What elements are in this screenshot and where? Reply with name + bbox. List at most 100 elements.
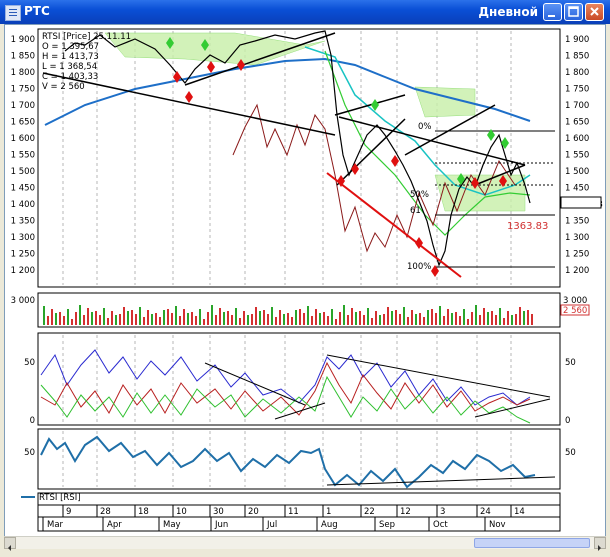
day-label: 1 [326,507,331,517]
volume-axis-value: 2 560 [563,306,587,316]
month-label: May [163,520,181,530]
price-tick-right: 1 900 [565,35,589,45]
osc-axis-0: 0 [30,416,35,426]
ma-cyan-line [304,46,531,196]
month-label: Jul [266,520,277,530]
timeframe-label[interactable]: Дневной [478,5,538,19]
info-symbol: RTSI [Price] 25.11.11 [42,32,131,42]
chart-window-icon[interactable] [5,5,21,21]
price-tick-right: 1 550 [565,151,589,161]
level-label: 1363.83 [507,221,548,232]
scroll-thumb[interactable] [474,538,590,548]
ohlc-info: RTSI [Price] 25.11.11 O = 1 395,67 H = 1… [42,32,131,92]
scroll-right-button[interactable] [594,537,606,551]
day-label: 10 [176,507,187,517]
price-tick-left: 1 650 [11,118,35,128]
month-label: Aug [321,520,338,530]
price-tick-left: 1 600 [11,134,35,144]
info-high: H = 1 413,73 [42,52,99,62]
price-tick-left: 1 300 [11,233,35,243]
window-title: РТС [24,4,50,18]
time-axis [37,492,561,532]
price-tick-right: 1 750 [565,85,589,95]
close-button[interactable] [585,3,604,21]
chart-frame: RTSI [Price] 25.11.11 O = 1 395,67 H = 1… [4,24,606,548]
price-tick-right: 1 200 [565,266,589,276]
osc-red-line [40,361,531,416]
scroll-left-button[interactable] [4,537,16,551]
day-label: 11 [288,507,299,517]
price-tick-right: 1 250 [565,250,589,260]
fib-label-50: 50% [410,190,429,200]
fib-label-100: 100% [407,262,431,272]
price-tick-right: 1 800 [565,68,589,78]
price-tick-left: 1 350 [11,217,35,227]
rsi-line [40,435,536,489]
info-low: L = 1 368,54 [42,62,97,72]
fib-label-0: 0% [418,122,432,132]
osc-green-line [40,375,531,424]
month-label: Apr [107,520,122,530]
price-tick-left: 1 700 [11,101,35,111]
price-tick-right: 1 650 [565,118,589,128]
minimize-icon [548,15,555,17]
signal-markers [166,37,509,277]
maroon-line [232,103,516,253]
arrow-right-icon [598,545,601,551]
price-tick-left: 1 800 [11,68,35,78]
price-tick-right: 1 600 [565,134,589,144]
osc-axis-right-50: 50 [565,358,576,368]
minimize-button[interactable] [543,3,562,21]
info-volume: V = 2 560 [42,82,85,92]
price-tick-left: 1 500 [11,167,35,177]
day-label: 28 [100,507,111,517]
oscillator-panel[interactable] [37,332,561,426]
osc-axis-right-0: 0 [565,416,570,426]
month-label: Mar [47,520,64,530]
month-label: Jun [214,520,228,530]
title-bar: РТС Дневной [0,0,610,24]
trend-lines [42,32,555,278]
horizontal-scrollbar[interactable] [4,536,606,551]
ma-blue-line [44,57,531,126]
price-tick-left: 1 550 [11,151,35,161]
day-label: 12 [400,507,411,517]
month-label: Nov [489,520,506,530]
info-close: C = 1 403,33 [42,72,98,82]
price-tick-left: 1 250 [11,250,35,260]
price-tick-left: 1 750 [11,85,35,95]
volume-bars [43,305,533,325]
day-label: 14 [514,507,525,517]
close-icon [590,7,599,16]
last-price-box [560,196,602,209]
chart-canvas[interactable]: RTSI [Price] 25.11.11 O = 1 395,67 H = 1… [5,25,605,537]
price-tick-right: 1 350 [565,217,589,227]
month-label: Oct [433,520,448,530]
day-label: 22 [364,507,375,517]
rsi-axis-50: 50 [24,448,35,458]
month-label: Sep [379,520,395,530]
price-panel[interactable] [37,28,561,288]
rsi-axis-right-50: 50 [565,448,576,458]
fib-label-61: 61 [410,206,421,216]
day-label: 18 [138,507,149,517]
price-tick-left: 1 450 [11,184,35,194]
volume-axis-left: 3 000 [11,296,35,306]
osc-axis-50: 50 [24,358,35,368]
ma-green-line [324,50,531,236]
maximize-icon [568,6,579,17]
day-label: 24 [480,507,491,517]
arrow-left-icon [8,545,11,551]
price-tick-right: 1 700 [565,101,589,111]
price-tick-right: 1 300 [565,233,589,243]
day-label: 20 [248,507,259,517]
price-tick-left: 1 400 [11,200,35,210]
volume-axis-right: 3 000 [563,296,587,306]
price-tick-left: 1 850 [11,52,35,62]
maximize-button[interactable] [564,3,583,21]
price-tick-right: 1 850 [565,52,589,62]
day-label: 3 [440,507,445,517]
rsi-legend: RTSI [RSI] [39,493,81,503]
cloud-area [104,32,526,212]
price-tick-left: 1 900 [11,35,35,45]
